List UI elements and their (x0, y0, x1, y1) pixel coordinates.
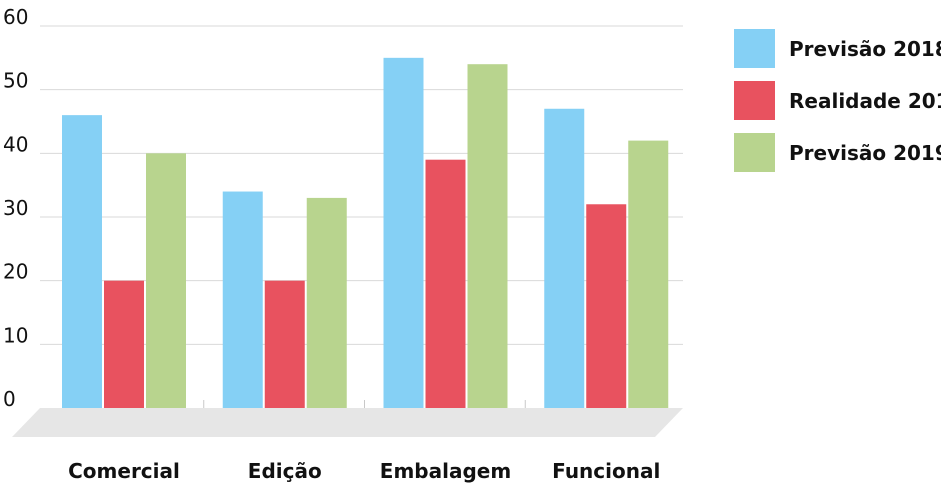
y-axis-labels: 0 10 20 30 40 50 60 (3, 5, 28, 411)
x-tick-label: Funcional (552, 459, 660, 483)
x-tick-label: Edição (248, 459, 322, 483)
bar-embalagem-1 (383, 57, 424, 408)
legend-swatch (734, 133, 775, 172)
bar-funcional-3 (628, 140, 669, 408)
y-tick-label: 40 (3, 132, 28, 156)
legend-label: Previsão 2018 (789, 37, 941, 61)
y-tick-label: 50 (3, 69, 28, 93)
bar-comercial-2 (104, 280, 144, 408)
bar-comercial-3 (146, 153, 186, 408)
legend-swatch (734, 81, 775, 120)
bar-edição-3 (306, 197, 347, 408)
x-axis-labels: Comercial Edição Embalagem Funcional (68, 459, 660, 483)
chart-floor (12, 408, 683, 437)
x-tick-label: Embalagem (380, 459, 511, 483)
y-tick-label: 20 (3, 260, 28, 284)
bar-embalagem-3 (467, 64, 508, 408)
y-tick-label: 60 (3, 5, 28, 29)
y-tick-label: 0 (3, 387, 16, 411)
bar-funcional-1 (544, 108, 585, 409)
legend: Previsão 2018 Realidade 2018 Previsão 2019 (734, 29, 941, 172)
bar-edição-1 (222, 191, 263, 408)
bar-edição-2 (264, 280, 305, 408)
legend-label: Realidade 2018 (789, 89, 941, 113)
bar-funcional-2 (586, 204, 627, 408)
y-tick-label: 30 (3, 196, 28, 220)
bar-embalagem-2 (425, 159, 466, 408)
legend-swatch (734, 29, 775, 68)
y-tick-label: 10 (3, 323, 28, 347)
legend-label: Previsão 2019 (789, 141, 941, 165)
bar-comercial-1 (62, 115, 102, 408)
bars (62, 57, 669, 409)
category-tick-marks (203, 400, 526, 408)
x-tick-label: Comercial (68, 459, 180, 483)
